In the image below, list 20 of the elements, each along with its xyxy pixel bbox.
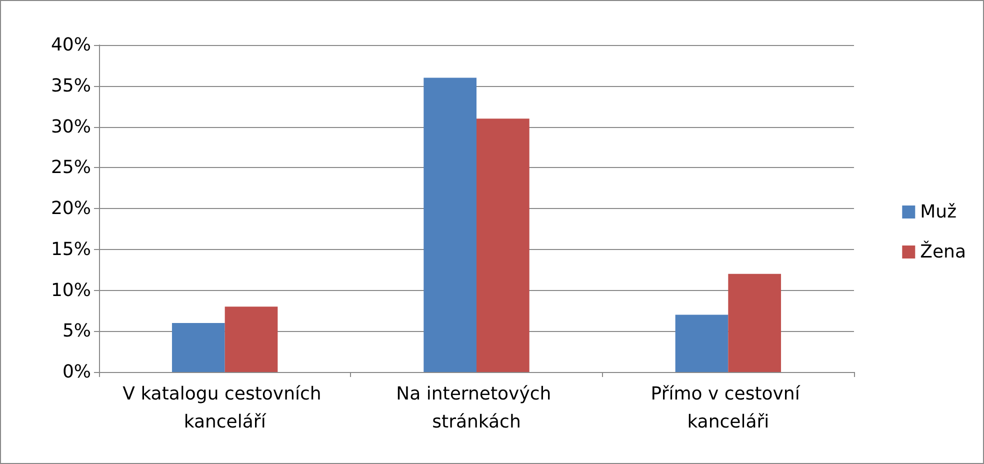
y-tick-label: 0% [62,362,91,382]
legend-label: Muž [920,202,957,222]
bar [675,314,728,372]
bar [224,306,278,372]
bar [728,274,782,372]
x-tick-label: Na internetových stránkách [396,384,557,432]
y-tick-label: 5% [62,320,91,342]
y-tick-label: 25% [50,157,91,178]
y-tick-label: 40% [50,34,91,56]
bar [424,78,476,372]
x-tick-label: Přímo v cestovní kanceláři [650,384,806,432]
y-tick-label: 30% [50,116,91,138]
bar [172,322,225,372]
y-tick-label: 15% [50,238,91,260]
y-tick-label: 10% [50,280,91,301]
x-tick-label: V katalogu cestovních kanceláří [122,384,328,432]
y-tick-label: 35% [50,75,91,96]
legend-label: Žena [920,240,966,262]
bar [476,118,530,372]
y-tick-label: 20% [50,198,91,219]
